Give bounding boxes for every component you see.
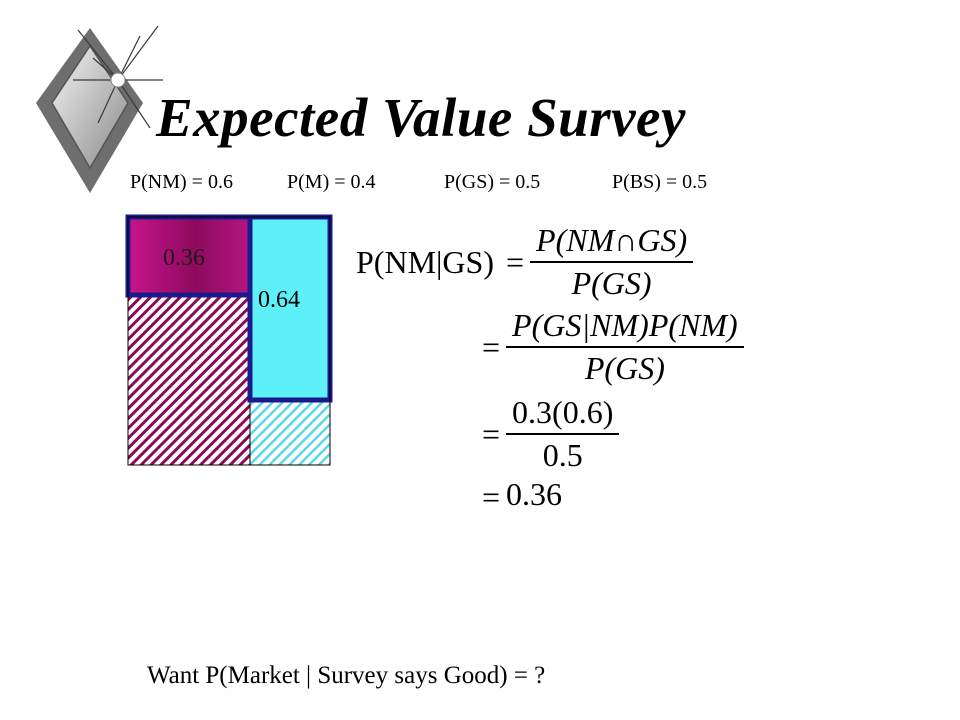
region-market-good-survey	[250, 217, 330, 400]
eq1-numerator: P(NM∩GS)	[536, 222, 688, 258]
label-m-gs: 0.64	[258, 287, 300, 313]
region-market-bad-survey	[249, 399, 331, 466]
eq4-equals: =	[482, 479, 501, 516]
question-text: Want P(Market | Survey says Good) = ?	[147, 662, 546, 689]
eq3-equals: =	[482, 415, 501, 452]
eq2-denominator: P(GS)	[506, 346, 744, 387]
equation-result: = 0.36	[482, 476, 562, 516]
region-no-market-bad-survey	[127, 294, 251, 466]
eq2-numerator: P(GS|NM)P(NM)	[512, 307, 738, 343]
eq1-lhs: P(NM|GS)	[356, 243, 494, 280]
eq1-equals: =	[505, 243, 525, 280]
probability-area-diagram	[125, 214, 333, 466]
prob-bad-survey: P(BS) = 0.5	[612, 171, 708, 193]
equation-substituted: = 0.3(0.6) 0.5	[482, 394, 620, 474]
label-nm-gs: 0.36	[163, 245, 205, 271]
slide-title: Expected Value Survey	[156, 87, 686, 148]
eq2-equals: =	[482, 328, 501, 365]
diamond-star-logo-icon	[36, 25, 163, 193]
eq3-numerator: 0.3(0.6)	[512, 394, 614, 430]
eq4-result: 0.36	[506, 476, 563, 512]
equation-bayes-definition: P(NM|GS) = P(NM∩GS) P(GS)	[356, 222, 694, 302]
prob-no-market: P(NM) = 0.6	[130, 171, 233, 193]
region-no-market-good-survey	[128, 217, 250, 295]
equation-bayes-expanded: = P(GS|NM)P(NM) P(GS)	[482, 307, 744, 387]
eq1-denominator: P(GS)	[530, 261, 694, 302]
prob-good-survey: P(GS) = 0.5	[444, 171, 541, 193]
prob-market: P(M) = 0.4	[287, 171, 376, 193]
eq3-denominator: 0.5	[506, 433, 620, 474]
